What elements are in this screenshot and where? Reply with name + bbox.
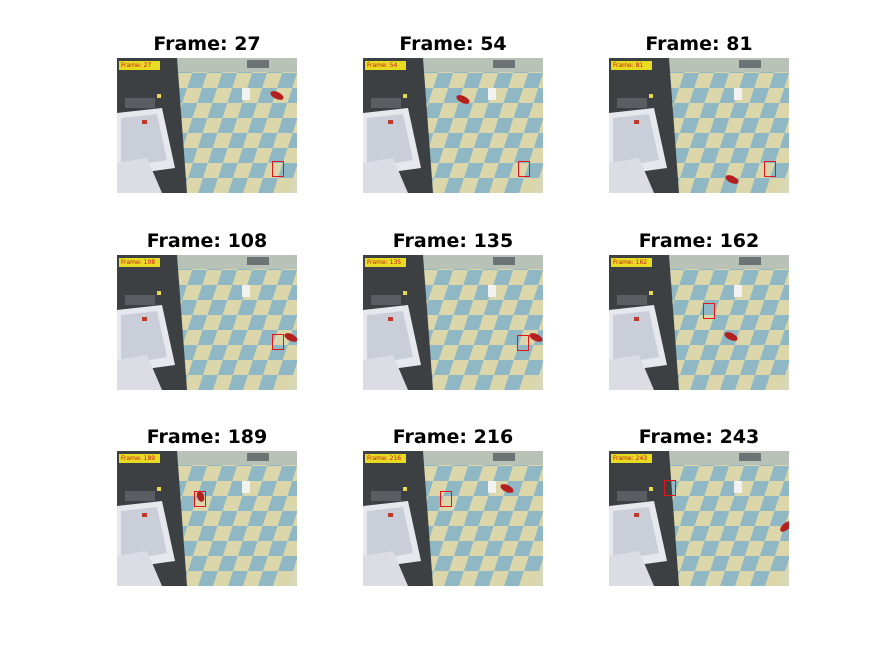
video-frame: Frame: 81 (609, 58, 789, 193)
frame-timestamp: Frame: 81 (611, 61, 652, 70)
panel-title: Frame: 108 (146, 230, 268, 252)
tracking-box (703, 303, 715, 319)
frame-timestamp: Frame: 243 (611, 454, 652, 463)
frame-timestamp: Frame: 108 (119, 258, 160, 267)
frame-timestamp: Frame: 162 (611, 258, 652, 267)
frame-timestamp: Frame: 54 (365, 61, 406, 70)
panel-title: Frame: 216 (392, 426, 514, 448)
video-frame: Frame: 189 (117, 451, 297, 586)
floor-scene (117, 255, 297, 390)
floor-scene (609, 451, 789, 586)
panel-title: Frame: 135 (392, 230, 514, 252)
video-frame: Frame: 54 (363, 58, 543, 193)
frame-timestamp: Frame: 135 (365, 258, 406, 267)
frame-timestamp: Frame: 189 (119, 454, 160, 463)
frame-timestamp: Frame: 216 (365, 454, 406, 463)
panel-title: Frame: 162 (638, 230, 760, 252)
frame-timestamp: Frame: 27 (119, 61, 160, 70)
panel-title: Frame: 243 (638, 426, 760, 448)
tracking-box (518, 161, 530, 177)
floor-scene (609, 255, 789, 390)
floor-scene (117, 58, 297, 193)
video-frame: Frame: 135 (363, 255, 543, 390)
tracking-box (517, 335, 529, 351)
tracking-box (764, 161, 776, 177)
floor-scene (363, 255, 543, 390)
tracking-box (664, 480, 676, 496)
video-frame: Frame: 216 (363, 451, 543, 586)
tracking-box (272, 161, 284, 177)
panel-title: Frame: 27 (153, 33, 261, 55)
video-frame: Frame: 162 (609, 255, 789, 390)
tracking-box (440, 491, 452, 507)
floor-scene (363, 451, 543, 586)
video-frame: Frame: 243 (609, 451, 789, 586)
panel-title: Frame: 54 (399, 33, 507, 55)
floor-scene (609, 58, 789, 193)
panel-title: Frame: 81 (645, 33, 753, 55)
tracking-box (272, 334, 284, 350)
video-frame: Frame: 27 (117, 58, 297, 193)
floor-scene (117, 451, 297, 586)
panel-title: Frame: 189 (146, 426, 268, 448)
floor-scene (363, 58, 543, 193)
tracking-box (194, 491, 206, 507)
video-frame: Frame: 108 (117, 255, 297, 390)
